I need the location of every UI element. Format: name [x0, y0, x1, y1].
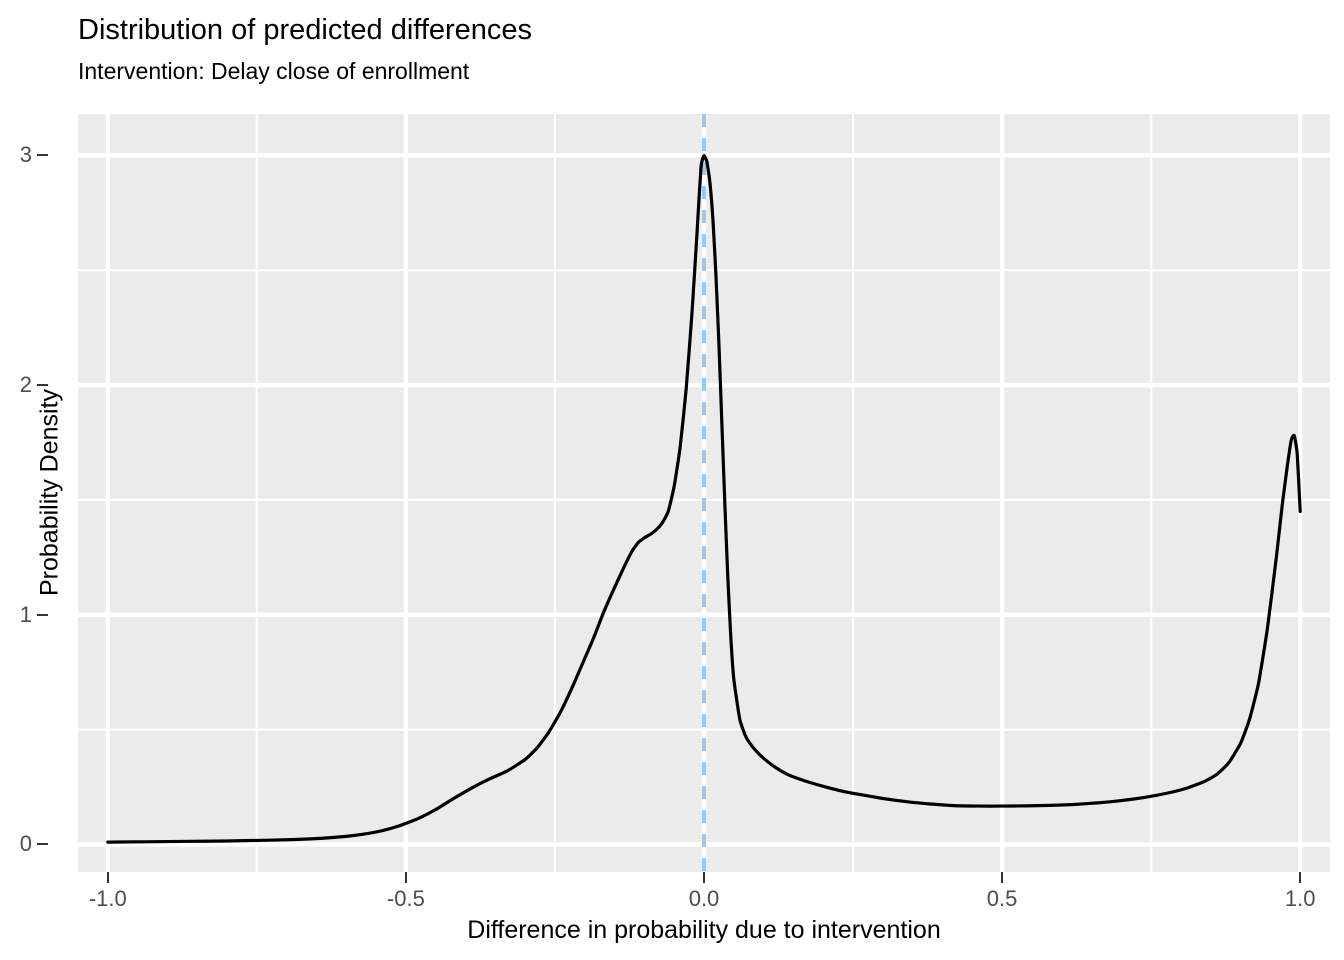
density-curve-0	[106, 154, 1302, 844]
x-tick-label: -1.0	[88, 886, 127, 911]
x-tick-label: 0.0	[688, 886, 720, 911]
y-axis-ticks: 0 1 2 3	[0, 0, 56, 960]
y-tick-mark	[37, 154, 48, 157]
x-tick-mark	[1299, 872, 1302, 883]
y-tick-label: 2	[19, 372, 32, 398]
y-tick-mark	[37, 613, 48, 616]
plot-subtitle: Intervention: Delay close of enrollment	[78, 58, 470, 84]
x-tick-mark	[404, 872, 407, 883]
x-tick-mark	[703, 872, 705, 883]
plot-panel	[78, 114, 1330, 872]
y-axis-label: Probability Density	[35, 388, 64, 597]
page-title: Distribution of predicted differences	[78, 14, 533, 46]
y-tick-label: 3	[19, 142, 32, 168]
x-tick-mark	[106, 872, 109, 883]
x-tick-label: 1.0	[1284, 886, 1316, 911]
x-tick-label: 0.5	[986, 886, 1018, 911]
x-axis-label: Difference in probability due to interve…	[467, 916, 941, 944]
y-tick-mark	[37, 384, 48, 387]
x-tick-mark	[1001, 872, 1004, 883]
y-tick-mark	[37, 843, 48, 846]
density-plot-svg	[78, 114, 1330, 872]
x-tick-label: -0.5	[386, 886, 425, 911]
y-tick-label: 1	[19, 601, 32, 627]
y-tick-label: 0	[19, 831, 32, 857]
density-series-group	[106, 154, 1302, 844]
